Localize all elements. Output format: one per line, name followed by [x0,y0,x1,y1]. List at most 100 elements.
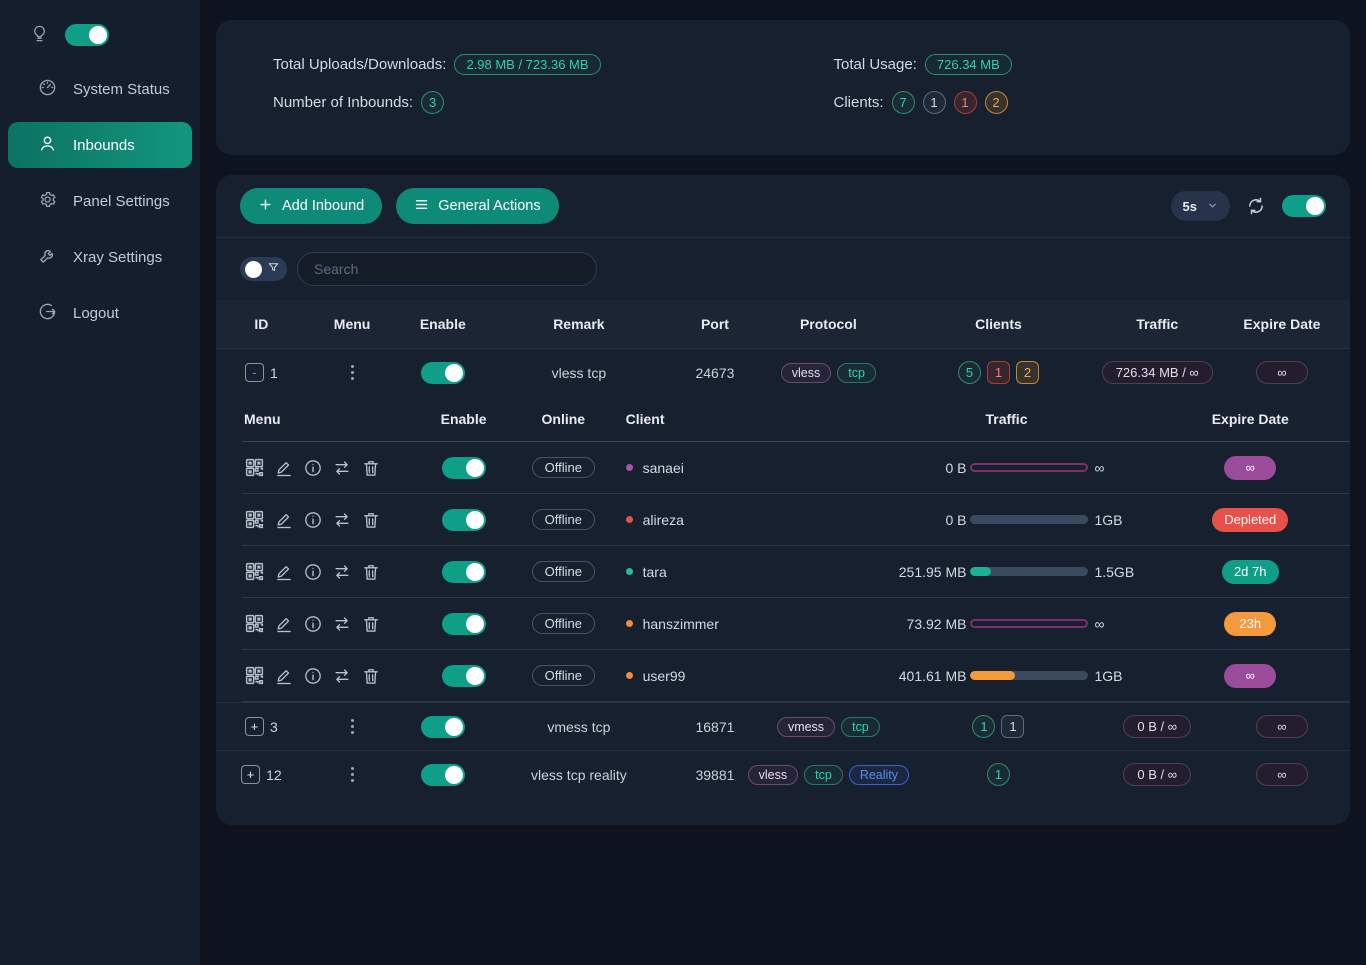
inbound-port: 39881 [695,766,735,783]
sidebar-item-system-status[interactable]: System Status [8,66,192,112]
header-enable: Enable [419,316,466,332]
delete-icon[interactable] [361,614,381,634]
expand-row-button[interactable]: + [241,765,261,784]
traffic-limit: ∞ [1094,459,1105,476]
delete-icon[interactable] [361,458,381,478]
sidebar-item-inbounds[interactable]: Inbounds [8,122,192,168]
refresh-interval-select[interactable]: 5s [1170,191,1230,221]
info-icon[interactable] [303,510,323,530]
info-icon[interactable] [303,562,323,582]
edit-icon[interactable] [274,666,294,686]
inbound-id: 12 [266,766,282,783]
edit-icon[interactable] [274,510,294,530]
client-enable-toggle[interactable] [441,508,486,531]
info-icon[interactable] [303,458,323,478]
client-name: hanszimmer [642,615,719,632]
add-inbound-label: Add Inbound [282,198,365,214]
client-name: sanaei [642,459,684,476]
general-actions-button[interactable]: General Actions [396,188,559,224]
online-status-badge: Offline [531,561,595,582]
protocol-badge: vless [780,362,832,383]
traffic-used: 73.92 MB [906,615,967,632]
theme-toggle[interactable] [65,24,109,46]
inbound-remark: vmess tcp [547,718,611,735]
online-status-badge: Offline [531,613,595,634]
info-icon[interactable] [303,614,323,634]
delete-icon[interactable] [361,562,381,582]
expire-badge: ∞ [1255,715,1308,738]
online-status-badge: Offline [531,509,595,530]
clients-count-badge: 7 [891,90,915,114]
client-enable-toggle[interactable] [441,612,486,635]
qrcode-icon[interactable] [244,665,265,686]
client-dot [625,568,633,575]
client-count-badge: 1 [1001,715,1025,738]
client-enable-toggle[interactable] [441,664,486,687]
add-inbound-button[interactable]: Add Inbound [240,188,383,224]
delete-icon[interactable] [361,666,381,686]
traffic-used: 251.95 MB [898,563,967,580]
sidebar-item-xray-settings[interactable]: Xray Settings [8,234,192,280]
search-row [216,238,1350,300]
search-input[interactable] [297,252,597,286]
online-status-badge: Offline [531,457,595,478]
filter-toggle[interactable] [240,257,287,281]
expand-symbol: + [246,767,255,782]
inbound-id: 1 [269,364,278,381]
traffic-badge: 0 B / ∞ [1123,763,1191,786]
client-header-enable: Enable [440,410,487,427]
inbounds-panel: Add Inbound General Actions 5s [216,175,1350,825]
client-enable-toggle[interactable] [441,456,486,479]
stat-label: Total Usage: [833,55,917,73]
row-menu-button[interactable] [347,361,358,384]
expire-badge: ∞ [1255,361,1308,384]
expire-badge: 23h [1224,611,1277,636]
client-dot [625,672,633,679]
header-id: ID [254,316,269,332]
delete-icon[interactable] [361,510,381,530]
reset-icon[interactable] [332,510,352,530]
auto-refresh-toggle[interactable] [1282,195,1326,217]
qrcode-icon[interactable] [244,561,265,582]
reset-icon[interactable] [332,562,352,582]
table-header-row: ID Menu Enable Remark Port Protocol Clie… [216,300,1350,348]
qrcode-icon[interactable] [244,613,265,634]
sidebar: System Status Inbounds Panel Settings Xr… [0,0,200,965]
sidebar-item-logout[interactable]: Logout [8,290,192,336]
header-menu: Menu [333,316,371,332]
stat-label: Total Uploads/Downloads: [273,55,447,73]
client-dot [625,464,633,471]
edit-icon[interactable] [274,614,294,634]
qrcode-icon[interactable] [244,457,265,478]
reset-icon[interactable] [332,666,352,686]
uploads-downloads-badge: 2.98 MB / 723.36 MB [454,53,601,75]
expand-row-button[interactable]: + [244,717,264,736]
enable-toggle[interactable] [420,763,465,786]
menu-lines-icon [414,197,429,216]
row-menu-button[interactable] [347,715,358,738]
collapse-row-button[interactable]: - [244,363,264,382]
expire-badge: ∞ [1224,663,1277,688]
qrcode-icon[interactable] [244,509,265,530]
edit-icon[interactable] [274,562,294,582]
enable-toggle[interactable] [420,715,465,738]
client-header-traffic: Traffic [985,410,1028,427]
clients-count-badge: 2 [984,90,1008,114]
client-row: Offline alireza 0 B 1GB Depleted [242,494,1350,546]
edit-icon[interactable] [274,458,294,478]
inbound-remark: vless tcp [551,364,607,381]
row-menu-button[interactable] [347,763,358,786]
enable-toggle[interactable] [420,361,465,384]
sidebar-item-panel-settings[interactable]: Panel Settings [8,178,192,224]
theme-row [0,18,200,52]
reset-icon[interactable] [332,458,352,478]
client-row: Offline tara 251.95 MB 1.5GB 2d 7h [242,546,1350,598]
plus-icon [258,197,273,216]
reset-icon[interactable] [332,614,352,634]
traffic-limit: 1GB [1094,511,1123,528]
info-icon[interactable] [303,666,323,686]
stats-left: Total Uploads/Downloads: 2.98 MB / 723.3… [273,50,802,155]
refresh-icon[interactable] [1246,196,1266,216]
client-enable-toggle[interactable] [441,560,486,583]
filter-icon [267,261,280,277]
